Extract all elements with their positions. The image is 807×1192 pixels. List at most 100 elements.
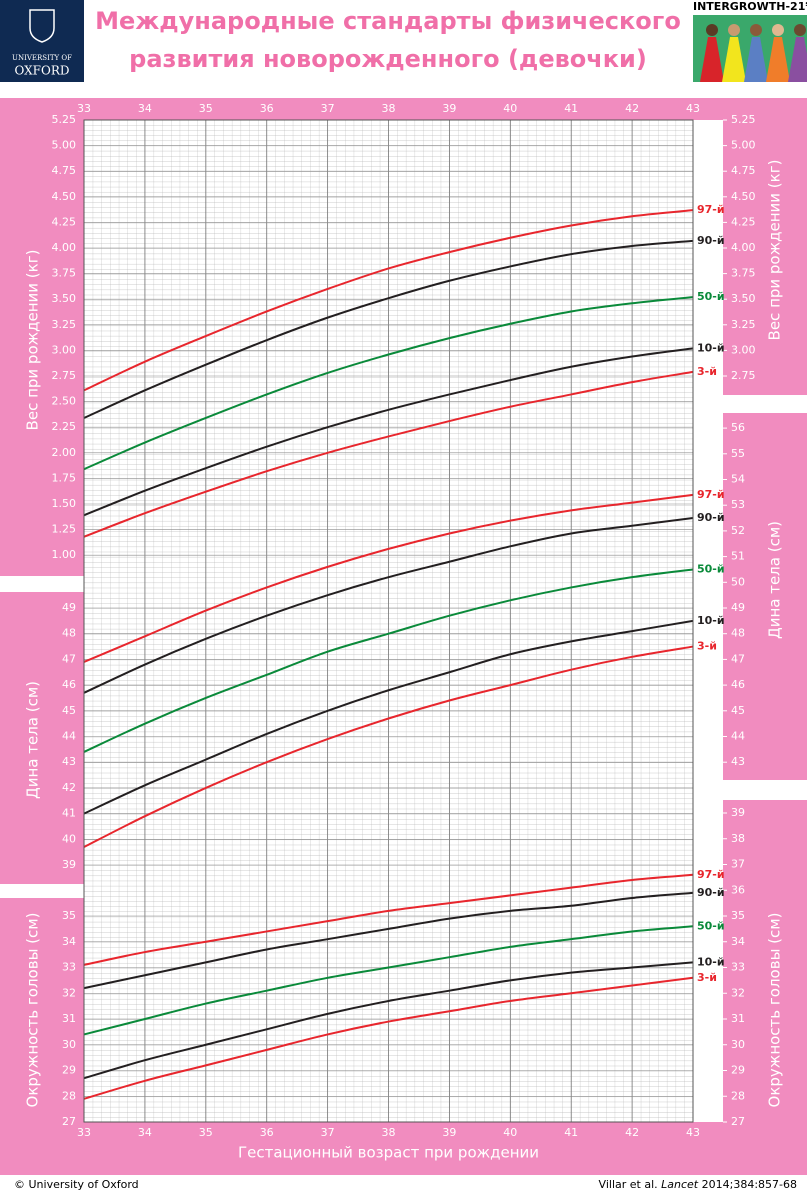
brand: INTERGROWTH-21st (693, 0, 807, 13)
y-tick-label: 3.50 (52, 292, 77, 305)
percentile-label: 10-й (697, 341, 725, 354)
x-tick-label: 36 (260, 102, 274, 115)
y-tick-label: 4.75 (52, 164, 77, 177)
footer-citation: Villar et al. Lancet 2014;384:857-68 (599, 1178, 797, 1191)
citation-ref: 2014;384:857-68 (702, 1178, 797, 1191)
y-tick-label: 35 (62, 909, 76, 922)
percentile-curve (83, 925, 694, 1036)
logo-line2: OXFORD (15, 64, 70, 78)
y2-tick-label: 56 (731, 421, 745, 434)
y2-tick-label: 32 (731, 986, 745, 999)
percentile-label: 97-й (697, 488, 725, 501)
y-tick-label: 1.50 (52, 497, 77, 510)
y-tick-label: 4.25 (52, 215, 77, 228)
y2-tick-label: 46 (731, 678, 745, 691)
x-tick-label: 33 (77, 102, 91, 115)
y2-tick-label: 2.75 (731, 369, 756, 382)
y2-tick-label: 36 (731, 883, 745, 896)
x-tick-label: 40 (503, 1126, 517, 1139)
y-tick-label: 3.75 (52, 267, 77, 280)
percentile-curve (83, 976, 694, 1100)
y-tick-label: 2.00 (52, 446, 77, 459)
percentile-label: 97-й (697, 203, 725, 216)
y2-tick-label: 33 (731, 961, 745, 974)
y-tick-label: 4.00 (52, 241, 77, 254)
y2-tick-label: 43 (731, 755, 745, 768)
title-line1: Международные стандарты физического (95, 7, 681, 35)
y2-tick-label: 3.50 (731, 292, 756, 305)
y2-tick-label: 4.50 (731, 190, 756, 203)
y2-tick-label: 28 (731, 1089, 745, 1102)
y2-tick-label: 48 (731, 627, 745, 640)
x-tick-label: 34 (138, 102, 152, 115)
y2-tick-label: 45 (731, 704, 745, 717)
y2-tick-label: 38 (731, 832, 745, 845)
percentile-curve (83, 347, 694, 517)
y-tick-label: 5.25 (52, 113, 77, 126)
percentile-curve (83, 209, 694, 392)
y-tick-label: 46 (62, 678, 76, 691)
y-axis-label: Окружность головы (см) (24, 913, 42, 1108)
brand-name: INTERGROWTH-21 (693, 0, 805, 13)
y-tick-label: 49 (62, 601, 76, 614)
percentile-curve (83, 645, 694, 848)
y-tick-label: 33 (62, 961, 76, 974)
percentile-curve (83, 619, 694, 815)
y2-axis-label: Окружность головы (см) (766, 913, 784, 1108)
percentile-curve (83, 370, 694, 538)
chart-layer: 33 34 35 36 37 38 39 40 41 42 43 33 34 35 36 37 38 39 40 41… (24, 102, 784, 1162)
percentile-curve (83, 961, 694, 1080)
x-tick-label: 37 (321, 1126, 335, 1139)
percentile-label: 3-й (697, 971, 717, 984)
y-tick-label: 41 (62, 807, 76, 820)
y-axis-label: Вес при рождении (кг) (24, 250, 42, 431)
y2-tick-label: 3.00 (731, 343, 756, 356)
y2-tick-label: 53 (731, 498, 745, 511)
y-tick-label: 3.00 (52, 343, 77, 356)
plot-border (83, 119, 694, 1123)
header: UNIVERSITY OF OXFORD Международные станд… (0, 0, 807, 82)
x-tick-label: 43 (686, 102, 700, 115)
y-tick-label: 29 (62, 1064, 76, 1077)
x-tick-label: 33 (77, 1126, 91, 1139)
y2-tick-label: 49 (731, 601, 745, 614)
y-tick-label: 45 (62, 704, 76, 717)
x-tick-label: 39 (442, 102, 456, 115)
y2-tick-label: 31 (731, 1012, 745, 1025)
percentile-curve (83, 296, 694, 471)
x-tick-label: 43 (686, 1126, 700, 1139)
y-tick-label: 2.25 (52, 420, 77, 433)
y2-tick-label: 5.25 (731, 113, 756, 126)
oxford-crest (29, 9, 55, 43)
percentile-curve (83, 568, 694, 753)
y2-tick-label: 5.00 (731, 139, 756, 152)
percentile-label: 97-й (697, 868, 725, 881)
y2-tick-label: 54 (731, 473, 745, 486)
y-tick-label: 42 (62, 781, 76, 794)
y2-tick-label: 39 (731, 806, 745, 819)
percentile-label: 10-й (697, 955, 725, 968)
y-tick-label: 28 (62, 1089, 76, 1102)
x-tick-label: 37 (321, 102, 335, 115)
x-tick-label: 41 (564, 1126, 578, 1139)
y-tick-label: 4.50 (52, 190, 77, 203)
y2-tick-label: 34 (731, 935, 745, 948)
y-tick-label: 1.25 (52, 523, 77, 536)
percentile-curve (83, 493, 694, 663)
x-tick-label: 42 (625, 1126, 639, 1139)
y-tick-label: 31 (62, 1012, 76, 1025)
x-tick-label: 35 (199, 102, 213, 115)
y2-tick-label: 44 (731, 730, 745, 743)
logo-line1: UNIVERSITY OF (12, 54, 72, 62)
y2-tick-label: 50 (731, 575, 745, 588)
y-tick-label: 2.50 (52, 395, 77, 408)
x-tick-label: 34 (138, 1126, 152, 1139)
y2-tick-label: 37 (731, 858, 745, 871)
brand-sup: st (805, 0, 807, 8)
y-tick-label: 5.00 (52, 139, 77, 152)
percentile-label: 3-й (697, 640, 717, 653)
frame (0, 98, 807, 1175)
x-tick-label: 35 (199, 1126, 213, 1139)
x-tick-label: 42 (625, 102, 639, 115)
y2-tick-label: 35 (731, 909, 745, 922)
